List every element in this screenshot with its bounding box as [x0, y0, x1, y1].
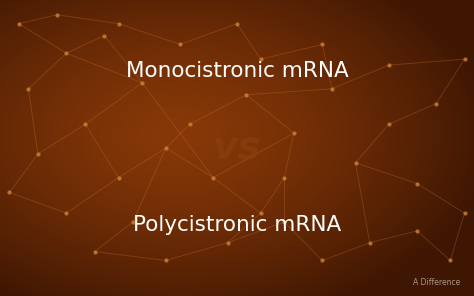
Text: vs: vs — [213, 129, 261, 167]
Text: Monocistronic mRNA: Monocistronic mRNA — [126, 61, 348, 81]
Text: Polycistronic mRNA: Polycistronic mRNA — [133, 215, 341, 235]
Text: A Difference: A Difference — [412, 278, 460, 287]
